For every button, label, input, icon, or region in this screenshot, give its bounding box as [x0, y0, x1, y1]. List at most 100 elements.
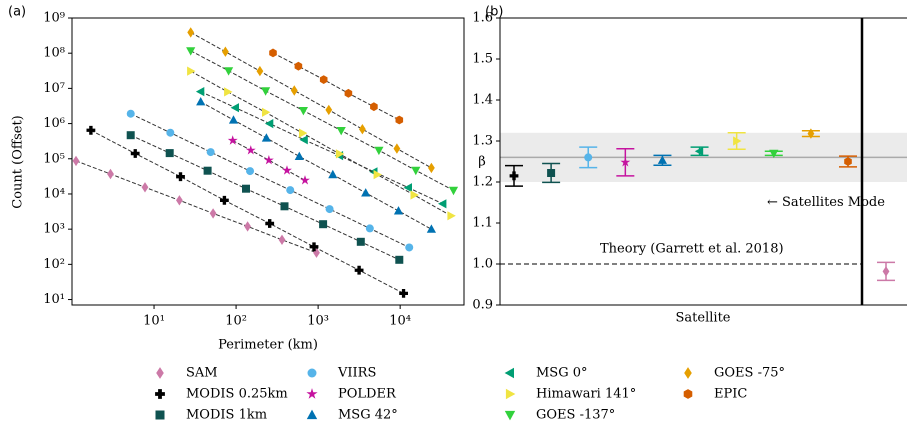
fit-line — [190, 70, 452, 217]
fit-line — [200, 91, 444, 205]
y-axis-label: Count (Offset) — [11, 115, 26, 209]
data-point — [299, 135, 308, 145]
legend-label: GOES -75° — [714, 366, 785, 381]
legend-label: POLDER — [338, 387, 397, 402]
data-point — [220, 195, 229, 205]
mode-label: ← Satellites Mode — [767, 195, 885, 210]
data-point — [428, 162, 435, 174]
data-point — [359, 124, 366, 135]
data-point — [278, 234, 286, 245]
y-tick-label: 10⁹ — [43, 11, 65, 26]
data-point — [230, 103, 239, 113]
x-tick-label: 10¹ — [143, 314, 165, 329]
data-point — [403, 183, 412, 193]
data-point — [328, 169, 338, 179]
fit-line — [200, 101, 432, 230]
legend-marker — [306, 409, 318, 420]
data-point — [203, 166, 212, 175]
data-point — [882, 266, 890, 277]
data-point — [769, 149, 779, 159]
data-point — [336, 127, 346, 136]
data-point — [393, 206, 404, 215]
legend-label: EPIC — [714, 387, 747, 402]
data-point — [374, 146, 384, 156]
data-point — [261, 133, 271, 142]
data-point — [227, 135, 238, 145]
data-point — [344, 88, 353, 98]
data-point — [209, 208, 217, 219]
y-tick-label: 1.4 — [472, 93, 493, 108]
x-axis-label: Perimeter (km) — [218, 338, 318, 353]
data-point — [448, 186, 459, 196]
y-tick-label: 1.6 — [472, 11, 493, 26]
data-point — [405, 243, 414, 252]
fit-line — [75, 160, 317, 254]
y-tick-label: 10⁷ — [43, 81, 65, 96]
data-point — [186, 47, 196, 56]
data-point — [195, 87, 205, 97]
data-point — [86, 125, 96, 135]
data-point — [547, 169, 556, 177]
data-point — [165, 149, 174, 158]
data-point — [325, 205, 334, 214]
legend-label: GOES -137° — [536, 408, 615, 423]
y-tick-label: 10⁸ — [43, 46, 65, 61]
data-point — [584, 153, 593, 162]
data-point — [844, 157, 852, 166]
y-tick-label: 1.2 — [472, 175, 493, 190]
y-tick-label: 10¹ — [43, 292, 65, 307]
legend-marker — [155, 410, 165, 420]
data-point — [126, 131, 135, 140]
legend-label: Himawari 141° — [536, 387, 636, 402]
data-point — [282, 165, 292, 175]
legend-label: VIIRS — [337, 366, 376, 381]
data-point — [694, 146, 704, 156]
data-point — [265, 219, 275, 228]
data-point — [187, 27, 195, 38]
data-point — [72, 155, 80, 167]
data-point — [373, 170, 382, 180]
data-point — [256, 65, 264, 77]
legend-marker — [156, 367, 164, 379]
legend-label: MODIS 0.25km — [186, 387, 288, 402]
data-point — [411, 166, 421, 176]
data-point — [325, 104, 333, 116]
x-tick-label: 10² — [225, 314, 247, 329]
data-point — [447, 211, 456, 221]
legend-marker — [306, 388, 318, 399]
y-tick-label: 1.1 — [472, 216, 493, 231]
data-point — [176, 172, 185, 182]
data-point — [286, 186, 295, 195]
x-tick-label: 10⁴ — [389, 314, 411, 329]
data-point — [141, 182, 149, 193]
y-tick-label: 1.0 — [472, 257, 493, 272]
data-point — [300, 175, 310, 185]
legend-marker — [307, 368, 317, 378]
data-point — [246, 167, 255, 176]
data-point — [410, 190, 419, 200]
y-tick-label: 10⁵ — [43, 151, 65, 166]
data-point — [176, 195, 183, 206]
y-tick-label: 10⁴ — [43, 186, 65, 201]
legend-marker — [683, 389, 693, 399]
legend-label: MSG 0° — [536, 366, 588, 381]
data-point — [244, 221, 251, 232]
data-point — [242, 184, 250, 193]
data-point — [399, 289, 408, 298]
legend-label: MSG 42° — [338, 408, 398, 423]
data-point — [107, 168, 114, 180]
legend-marker — [504, 367, 514, 379]
data-point — [319, 75, 328, 84]
data-point — [264, 119, 274, 129]
data-point — [620, 157, 631, 167]
data-point — [733, 136, 742, 146]
data-point — [509, 171, 519, 181]
data-point — [365, 224, 374, 233]
data-point — [395, 255, 404, 264]
y-tick-label: 10³ — [43, 222, 65, 237]
data-point — [657, 155, 667, 164]
data-point — [187, 66, 196, 76]
legend-marker — [155, 389, 165, 399]
legend-label: SAM — [186, 366, 218, 381]
